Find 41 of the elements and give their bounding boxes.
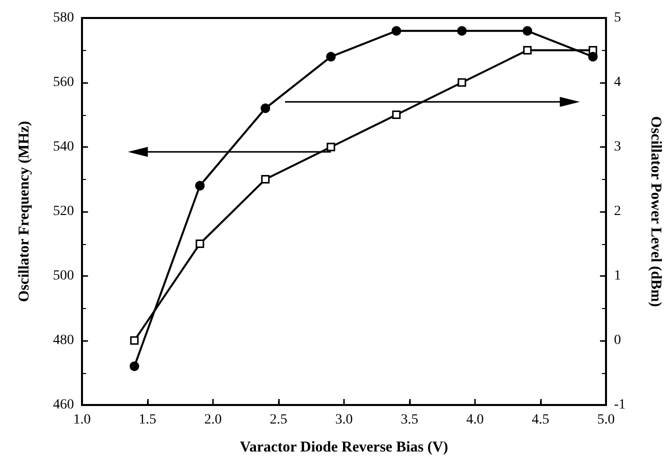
y-tick-label: 500 xyxy=(53,268,74,284)
point xyxy=(196,240,204,248)
x-tick-label: 3.5 xyxy=(400,412,418,428)
x-tick-label: 2.0 xyxy=(204,412,222,428)
y2-tick-label: 4 xyxy=(614,75,621,90)
x-tick-label: 2.5 xyxy=(270,412,288,428)
point xyxy=(522,26,532,36)
point xyxy=(195,180,205,190)
point xyxy=(261,175,270,184)
y-tick-label: 560 xyxy=(53,75,74,90)
x-tick-label: 3.0 xyxy=(335,412,353,428)
point xyxy=(260,104,270,114)
y-axis-title: Oscillator Frequency (MHz) xyxy=(16,120,32,302)
point xyxy=(130,362,140,372)
point xyxy=(326,52,336,62)
y2-axis-title: Oscillator Power Level (dBm) xyxy=(648,116,664,307)
x-tick-label: 4.0 xyxy=(466,412,484,428)
point xyxy=(523,46,532,54)
point xyxy=(458,78,466,87)
y-tick-label: 580 xyxy=(53,10,74,26)
point xyxy=(392,110,401,119)
point xyxy=(130,336,139,345)
point xyxy=(392,26,402,36)
y2-tick-label: 2 xyxy=(614,204,621,219)
x-tick-label: 1.0 xyxy=(73,412,91,428)
y2-tick-label: -1 xyxy=(614,398,626,412)
x-axis-title: Varactor Diode Reverse Bias (V) xyxy=(240,440,448,456)
x-tick-label: 5.0 xyxy=(597,412,615,428)
point xyxy=(326,142,336,152)
x-tick-label: 4.5 xyxy=(532,412,550,428)
y-tick-label: 480 xyxy=(53,333,74,348)
y2-tick-label: 1 xyxy=(614,268,621,284)
y-tick-label: 460 xyxy=(53,398,74,412)
y2-tick-label: 0 xyxy=(614,333,621,348)
y2-tick-label: 3 xyxy=(614,140,621,154)
y2-tick-label: 5 xyxy=(614,10,621,26)
point xyxy=(588,52,598,62)
y-tick-label: 540 xyxy=(53,140,74,154)
point xyxy=(457,26,467,36)
x-tick-label: 1.5 xyxy=(138,412,156,428)
y-tick-label: 520 xyxy=(53,204,74,219)
